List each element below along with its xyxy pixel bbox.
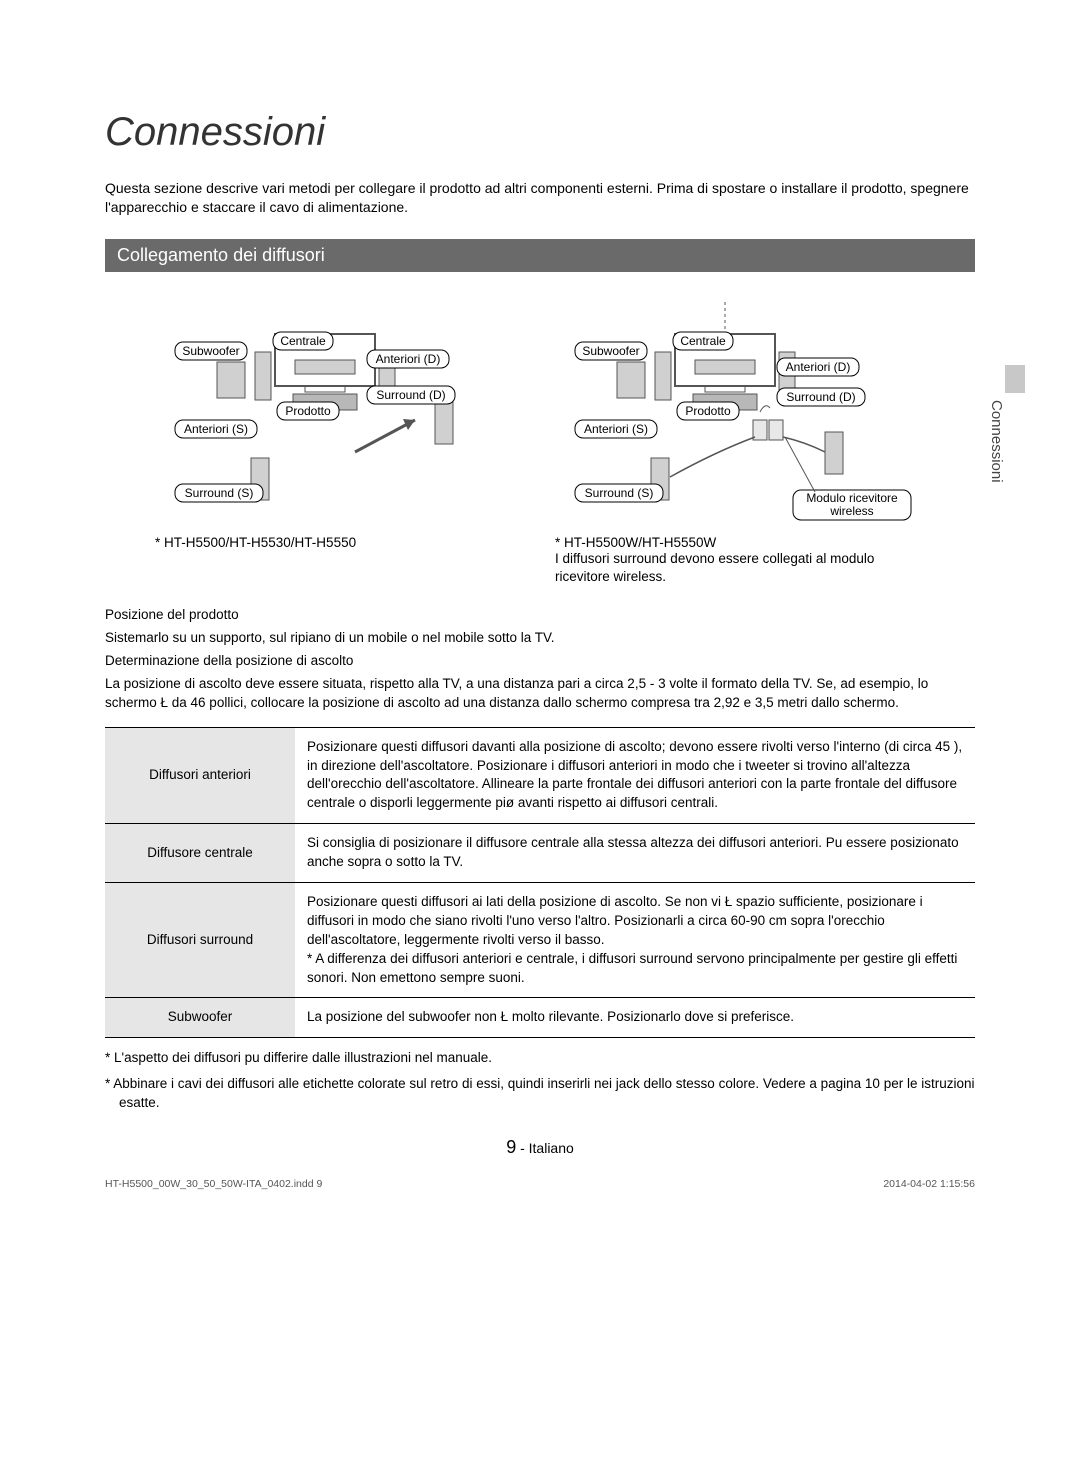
- print-footer-left: HT-H5500_00W_30_50_50W-ITA_0402.indd 9: [105, 1178, 322, 1190]
- table-row-text: Posizionare questi diffusori davanti all…: [295, 727, 975, 824]
- listening-text: La posizione di ascolto deve essere situ…: [105, 675, 975, 713]
- table-row-text: La posizione del subwoofer non Ł molto r…: [295, 998, 975, 1038]
- label-subwoofer-r: Subwoofer: [582, 344, 639, 358]
- section-heading: Collegamento dei diffusori: [105, 239, 975, 272]
- speaker-diagrams: Subwoofer Centrale Anteriori (D) Surroun…: [105, 302, 975, 586]
- position-text: Sistemarlo su un supporto, sul ripiano d…: [105, 629, 975, 648]
- table-row-label: Diffusori surround: [105, 883, 295, 998]
- label-surround-d-r: Surround (D): [786, 390, 855, 404]
- print-footer-right: 2014-04-02 1:15:56: [883, 1178, 975, 1190]
- label-prodotto: Prodotto: [285, 404, 331, 418]
- diagram-wired: Subwoofer Centrale Anteriori (D) Surroun…: [155, 302, 525, 586]
- model-caption-right: * HT-H5500W/HT-H5550W: [555, 535, 925, 550]
- label-anteriori-s: Anteriori (S): [184, 422, 248, 436]
- label-subwoofer: Subwoofer: [182, 344, 239, 358]
- table-row-text: Si consiglia di posizionare il diffusore…: [295, 824, 975, 883]
- print-footer: HT-H5500_00W_30_50_50W-ITA_0402.indd 9 2…: [105, 1178, 975, 1190]
- table-row-label: Subwoofer: [105, 998, 295, 1038]
- label-centrale: Centrale: [280, 334, 326, 348]
- label-surround-s: Surround (S): [185, 486, 254, 500]
- label-anteriori-s-r: Anteriori (S): [584, 422, 648, 436]
- model-note-right: I diffusori surround devono essere colle…: [555, 550, 925, 586]
- speaker-placement-table: Diffusori anterioriPosizionare questi di…: [105, 727, 975, 1039]
- table-row-text: Posizionare questi diffusori ai lati del…: [295, 883, 975, 998]
- body-text: Posizione del prodotto Sistemarlo su un …: [105, 606, 975, 712]
- footnote: * L'aspetto dei diffusori pu differire d…: [105, 1048, 975, 1068]
- side-tab-bar: [1005, 365, 1025, 393]
- table-row-label: Diffusore centrale: [105, 824, 295, 883]
- model-caption-left: * HT-H5500/HT-H5530/HT-H5550: [155, 535, 525, 550]
- footnotes: * L'aspetto dei diffusori pu differire d…: [105, 1048, 975, 1113]
- label-anteriori-d-r: Anteriori (D): [786, 360, 851, 374]
- footnote: * Abbinare i cavi dei diffusori alle eti…: [105, 1074, 975, 1113]
- label-anteriori-d: Anteriori (D): [376, 352, 441, 366]
- intro-text: Questa sezione descrive vari metodi per …: [105, 179, 975, 217]
- label-prodotto-r: Prodotto: [685, 404, 731, 418]
- label-wireless-1: Modulo ricevitore: [806, 491, 898, 505]
- table-row-label: Diffusori anteriori: [105, 727, 295, 824]
- side-tab-label: Connessioni: [988, 400, 1005, 483]
- diagram-wireless: Subwoofer Centrale Anteriori (D) Surroun…: [555, 302, 925, 586]
- page-number: 9 - Italiano: [105, 1137, 975, 1158]
- page-title: Connessioni: [105, 110, 975, 155]
- listening-heading: Determinazione della posizione di ascolt…: [105, 652, 975, 671]
- label-centrale-r: Centrale: [680, 334, 726, 348]
- label-wireless-2: wireless: [829, 504, 873, 518]
- label-surround-d: Surround (D): [376, 388, 445, 402]
- position-heading: Posizione del prodotto: [105, 606, 975, 625]
- label-surround-s-r: Surround (S): [585, 486, 654, 500]
